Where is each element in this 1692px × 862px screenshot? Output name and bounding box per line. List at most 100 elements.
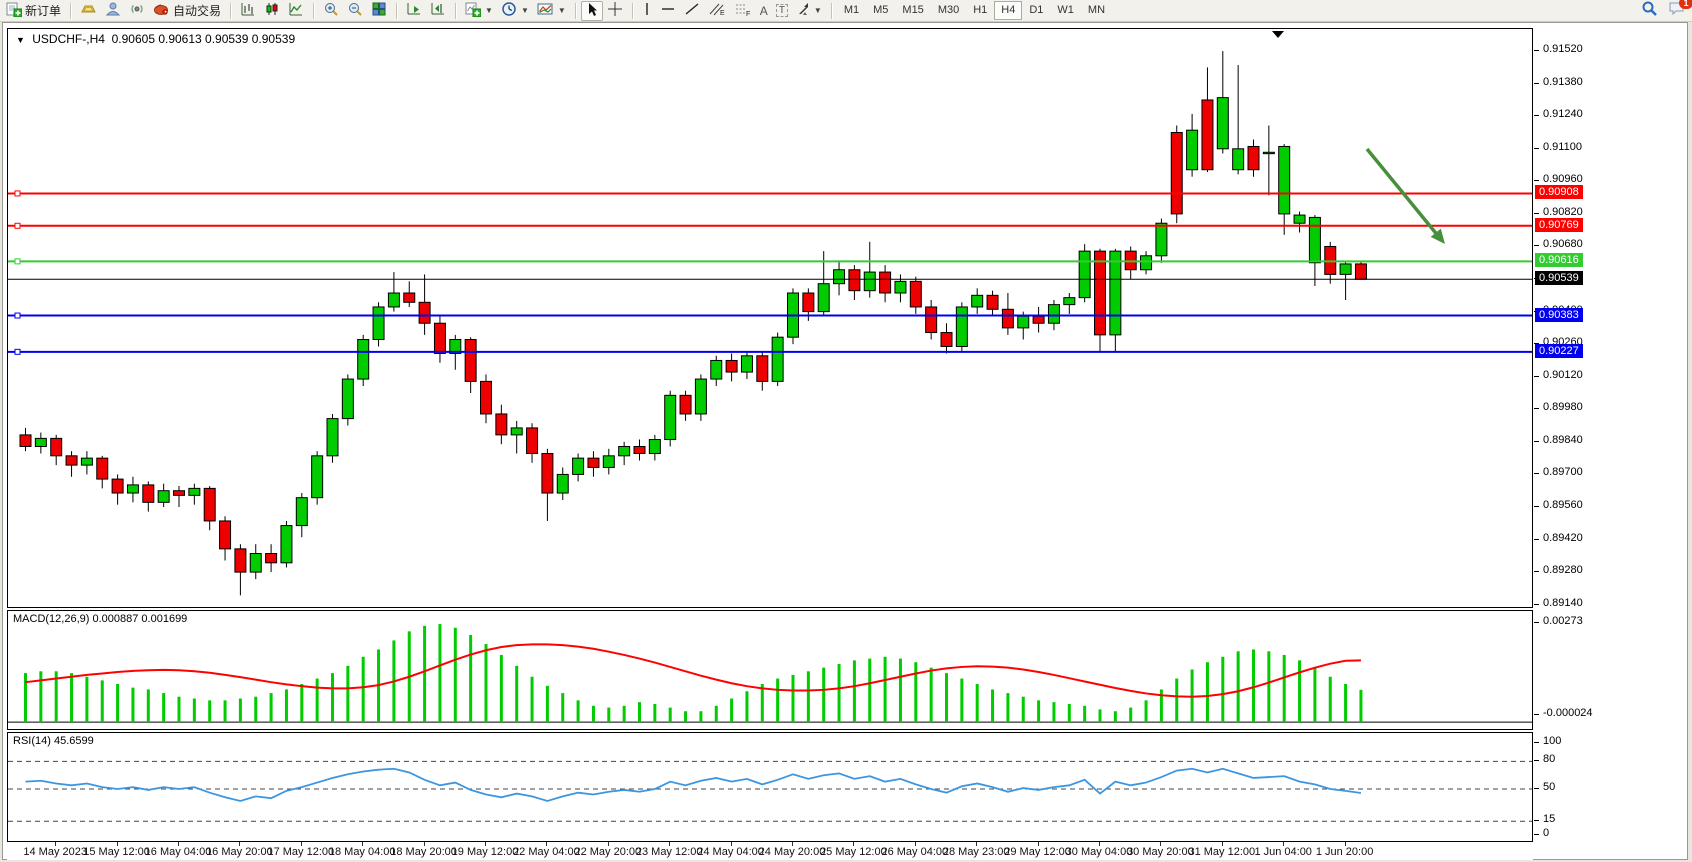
toolbar-separator	[455, 2, 457, 19]
macd-pane[interactable]: MACD(12,26,9) 0.000887 0.001699	[7, 610, 1533, 730]
price-tick-label: 0.91240	[1543, 108, 1583, 121]
rsi-axis-label: 50	[1543, 781, 1556, 793]
macd-tick	[1534, 714, 1539, 715]
channel-icon: E	[708, 1, 726, 20]
time-tick	[423, 842, 425, 846]
cursor-button[interactable]	[580, 0, 603, 21]
line-price-label: 0.90383	[1535, 307, 1583, 322]
fibonacci-icon: F	[734, 1, 752, 20]
bar-chart-button[interactable]	[236, 1, 260, 21]
rsi-tick	[1534, 788, 1539, 789]
toolbar-separator	[396, 2, 398, 19]
price-tick	[1534, 603, 1539, 605]
community-icon	[105, 1, 121, 20]
time-tick	[607, 842, 609, 846]
time-tick-label: 24 May 04:00	[697, 846, 764, 858]
crosshair-button[interactable]	[603, 1, 627, 21]
horizontal-line-button[interactable]	[656, 1, 680, 21]
price-tick	[1534, 571, 1539, 573]
price-tick	[1534, 440, 1539, 442]
toolbar-separator	[230, 2, 232, 19]
macd-axis[interactable]: 0.00273 -0.000024	[1534, 610, 1686, 730]
macd-label: MACD(12,26,9) 0.000887 0.001699	[13, 613, 188, 625]
timeframe-button-m30[interactable]: M30	[937, 4, 960, 16]
autotrading-label: 自动交易	[173, 4, 222, 18]
time-tick-label: 22 May 04:00	[513, 846, 580, 858]
time-tick	[116, 842, 118, 846]
price-tick-label: 0.91520	[1543, 43, 1583, 56]
periods-button[interactable]: ▼	[497, 1, 533, 21]
time-tick	[300, 842, 302, 846]
time-tick	[1160, 842, 1162, 846]
time-tick-label: 24 May 20:00	[758, 846, 826, 858]
price-axis[interactable]: 0.91520 0.91380 0.91240 0.91100 0.90960 0.908…	[1534, 28, 1686, 609]
rsi-pane[interactable]: RSI(14) 45.6599	[7, 732, 1533, 842]
macd-tick	[1534, 622, 1539, 623]
timeframe-button-mn[interactable]: MN	[1087, 4, 1106, 16]
zoom-out-button[interactable]	[343, 1, 367, 21]
current-price-label: 0.90539	[1535, 271, 1583, 286]
search-icon[interactable]	[1641, 0, 1658, 22]
time-tick	[1037, 842, 1039, 846]
tile-windows-icon	[371, 1, 387, 20]
timeframe-button-m15[interactable]: M15	[902, 4, 924, 16]
timeframe-button-m5[interactable]: M5	[873, 4, 889, 16]
price-tick-label: 0.90820	[1543, 205, 1583, 218]
chevron-down-icon: ▼	[485, 6, 493, 15]
templates-button[interactable]: ▼	[533, 1, 570, 21]
timeframe-button-d1[interactable]: D1	[1029, 4, 1044, 16]
price-tick	[1534, 212, 1539, 214]
chart-shift-button[interactable]	[426, 1, 450, 21]
new-chart-icon	[465, 1, 482, 20]
collapse-arrow-icon[interactable]: ▼	[16, 35, 25, 45]
svg-text:F: F	[746, 11, 750, 17]
time-tick-label: 18 May 20:00	[390, 846, 457, 858]
timeframe-button-h1[interactable]: H1	[973, 4, 988, 16]
chevron-down-icon: ▼	[813, 6, 822, 15]
vertical-line-button[interactable]	[638, 1, 656, 21]
text-label-button[interactable]: T	[772, 1, 792, 21]
community-button[interactable]	[101, 1, 125, 21]
text-icon: A	[759, 3, 768, 18]
price-tick-label: 0.91100	[1543, 140, 1582, 153]
zoom-in-button[interactable]	[319, 1, 343, 21]
new-order-button[interactable]: 新订单	[2, 1, 65, 21]
price-tick	[1534, 147, 1539, 149]
line-chart-button[interactable]	[284, 1, 308, 21]
signals-button[interactable]	[125, 1, 149, 21]
trendline-button[interactable]	[680, 1, 704, 21]
arrows-button[interactable]: ▼	[792, 1, 826, 21]
timeframe-button-w1[interactable]: W1	[1057, 4, 1074, 16]
autotrading-icon	[153, 1, 170, 20]
macd-axis-label: -0.000024	[1543, 707, 1593, 719]
new-chart-button[interactable]: ▼	[461, 1, 497, 21]
candlestick-button[interactable]	[260, 1, 284, 21]
timeframe-button-m1[interactable]: M1	[843, 4, 860, 16]
auto-scroll-icon	[406, 1, 422, 20]
deposit-button[interactable]	[76, 1, 101, 21]
fibonacci-button[interactable]: F	[730, 1, 756, 21]
toolbar-separator	[313, 2, 315, 19]
price-pane[interactable]: ▼ USDCHF-,H4 0.90605 0.90613 0.90539 0.9…	[7, 28, 1533, 608]
time-axis[interactable]: 14 May 2023 15 May 12:00 16 May 04:00 16 Ma…	[7, 842, 1533, 860]
chart-shift-icon	[430, 1, 446, 20]
new-order-icon	[6, 1, 23, 20]
time-tick	[1099, 842, 1100, 846]
rsi-tick	[1534, 820, 1539, 822]
chat-button[interactable]: 1	[1668, 0, 1692, 21]
bar-chart-icon	[240, 1, 256, 20]
tile-windows-button[interactable]	[367, 1, 391, 21]
timeframe-button-h4[interactable]: H4	[994, 1, 1023, 20]
rsi-axis[interactable]: 100 80 50 15 0	[1534, 732, 1686, 842]
time-tick-label: 17 May 12:00	[267, 846, 335, 858]
time-tick	[914, 842, 916, 846]
text-button[interactable]: A	[756, 1, 772, 21]
autotrading-button[interactable]: 自动交易	[149, 1, 225, 21]
auto-scroll-button[interactable]	[402, 1, 426, 21]
time-tick-label: 31 May 12:00	[1188, 846, 1256, 858]
price-tick-label: 0.90120	[1543, 368, 1583, 381]
time-tick	[362, 842, 364, 846]
time-tick-label: 14 May 2023	[23, 846, 87, 858]
price-tick	[1534, 538, 1539, 540]
channel-button[interactable]: E	[704, 1, 730, 21]
